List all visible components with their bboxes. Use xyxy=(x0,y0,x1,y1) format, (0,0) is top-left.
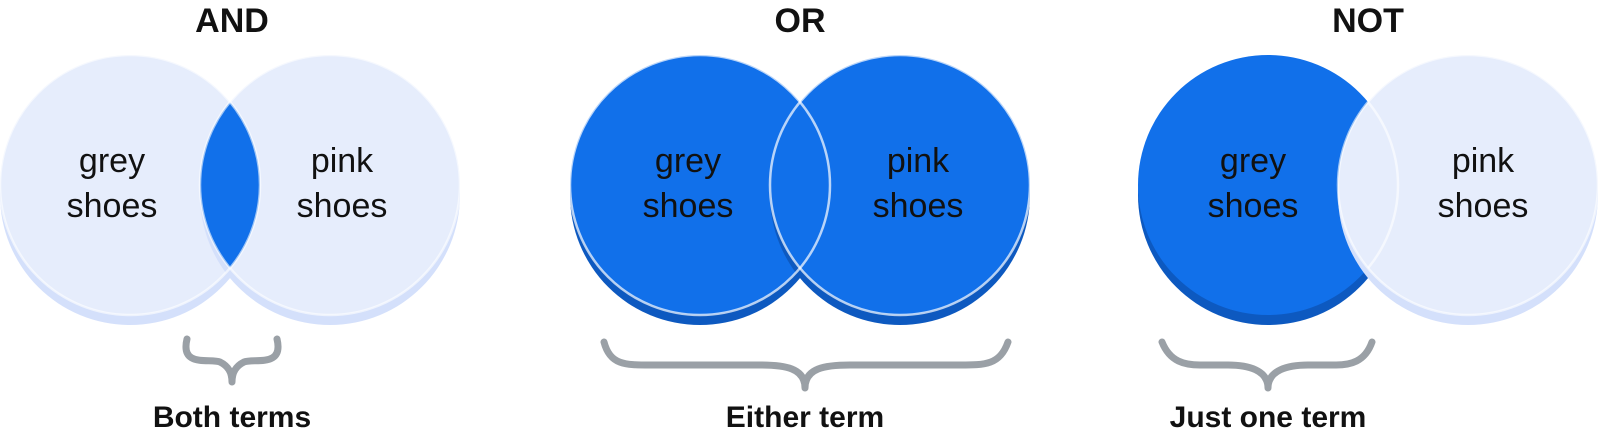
not-left-circle xyxy=(1138,55,1398,325)
and-panel: AND grey shoes pink shoes Both terms xyxy=(0,2,462,434)
and-left-circle xyxy=(0,55,260,325)
not-caption: Just one term xyxy=(1170,401,1367,434)
not-right-label-line1: pink xyxy=(1452,142,1515,180)
and-left-label-line2: shoes xyxy=(67,187,158,225)
and-outlines xyxy=(0,53,462,317)
and-caption: Both terms xyxy=(153,401,311,434)
not-left-label-line2: shoes xyxy=(1208,187,1299,225)
not-right-label-line2: shoes xyxy=(1438,187,1529,225)
not-outlines xyxy=(1336,53,1600,317)
not-title: NOT xyxy=(1332,2,1404,40)
or-left-label-line1: grey xyxy=(655,142,721,180)
not-brace xyxy=(1158,338,1376,392)
and-right-circle xyxy=(200,55,460,325)
or-panel: OR grey shoes pink shoes Either term xyxy=(568,2,1032,434)
not-right-circle xyxy=(1338,55,1598,325)
and-title: AND xyxy=(195,2,269,40)
or-outlines xyxy=(568,53,1032,317)
or-right-label-line1: pink xyxy=(887,142,950,180)
or-brace xyxy=(600,338,1012,392)
or-right-circle xyxy=(770,55,1030,325)
not-left-label-line1: grey xyxy=(1220,142,1286,180)
and-left-label-line1: grey xyxy=(79,142,145,180)
or-left-circle xyxy=(570,55,830,325)
or-title: OR xyxy=(775,2,826,40)
or-caption: Either term xyxy=(726,401,884,434)
or-right-label-line2: shoes xyxy=(873,187,964,225)
and-brace xyxy=(182,335,282,386)
and-right-label-line1: pink xyxy=(311,142,374,180)
and-right-label-line2: shoes xyxy=(297,187,388,225)
or-left-label-line2: shoes xyxy=(643,187,734,225)
not-panel: NOT grey shoes pink shoes Just one term xyxy=(1138,2,1600,434)
